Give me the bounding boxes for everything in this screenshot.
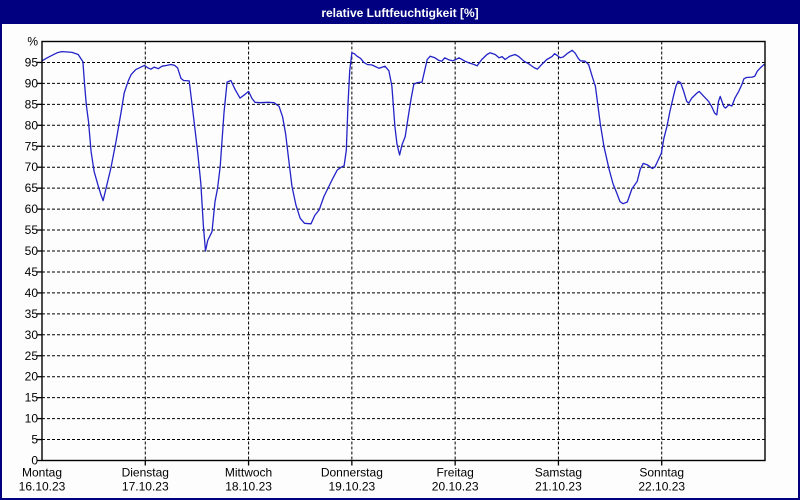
y-axis-tick-label: 70 — [25, 160, 39, 174]
x-axis-day-label: Freitag — [436, 466, 473, 480]
y-axis-tick-label: 60 — [25, 202, 39, 216]
humidity-line-series — [41, 49, 765, 252]
x-axis-day-label: Dienstag — [122, 466, 169, 480]
y-axis-tick-label: 25 — [25, 349, 39, 363]
y-axis-tick-label: 35 — [25, 307, 39, 321]
y-axis-tick-label: 15 — [25, 391, 39, 405]
y-axis-tick-label: 10 — [25, 412, 39, 426]
x-axis-date-label: 19.10.23 — [328, 480, 375, 494]
x-axis-date-label: 17.10.23 — [122, 480, 169, 494]
x-axis-date-label: 18.10.23 — [225, 480, 272, 494]
y-axis-tick-label: 85 — [25, 97, 39, 111]
y-axis-tick-label: 45 — [25, 265, 39, 279]
y-axis-tick-label: 5 — [31, 433, 38, 447]
x-axis-date-label: 20.10.23 — [432, 480, 479, 494]
y-axis-tick-label: 65 — [25, 181, 39, 195]
x-axis-day-label: Sonntag — [639, 466, 684, 480]
x-axis-day-label: Donnerstag — [321, 466, 383, 480]
x-axis-date-label: 21.10.23 — [535, 480, 582, 494]
y-axis-tick-label: 95 — [25, 55, 39, 69]
y-axis-tick-label: 30 — [25, 328, 39, 342]
y-axis-tick-label: 55 — [25, 223, 39, 237]
x-axis-day-label: Mittwoch — [225, 466, 272, 480]
window-title-bar: relative Luftfeuchtigkeit [%] — [2, 2, 798, 24]
plot-border — [41, 40, 766, 462]
x-axis-date-label: 22.10.23 — [638, 480, 685, 494]
y-axis-tick-label: 40 — [25, 286, 39, 300]
window-title: relative Luftfeuchtigkeit [%] — [321, 6, 479, 20]
x-axis-day-label: Montag — [22, 466, 62, 480]
y-axis-tick-label: 50 — [25, 244, 39, 258]
x-axis-day-label: Samstag — [535, 466, 582, 480]
x-axis-date-label: 16.10.23 — [19, 480, 66, 494]
y-axis-tick-label: 80 — [25, 118, 39, 132]
y-axis-tick-label: 75 — [25, 139, 39, 153]
y-axis-tick-label: 20 — [25, 370, 39, 384]
y-axis-tick-label: 0 — [31, 454, 38, 468]
y-axis-unit-label: % — [27, 35, 38, 49]
y-axis-tick-label: 90 — [25, 76, 39, 90]
